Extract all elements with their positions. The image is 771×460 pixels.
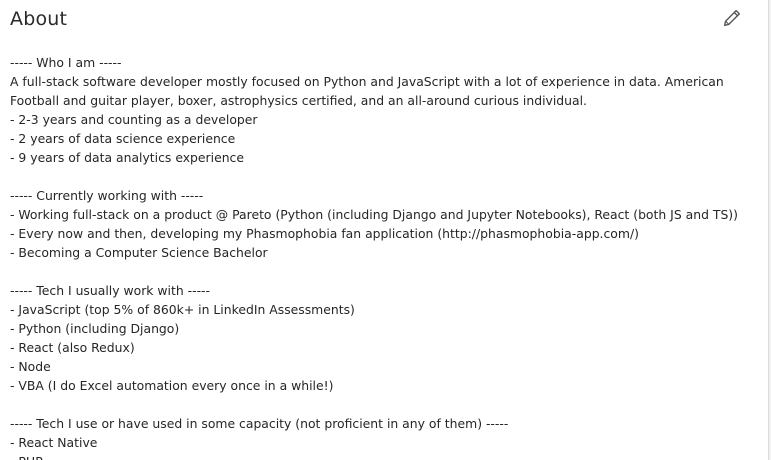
blank-line [10, 262, 756, 281]
content-line: ----- Currently working with ----- [10, 188, 204, 203]
about-header: About [10, 6, 748, 36]
about-content: ----- Who I am ----- A full-stack softwa… [10, 53, 756, 460]
scroll-gutter [769, 0, 771, 460]
content-line: - 2 years of data science experience [10, 131, 236, 146]
content-line: - 9 years of data analytics experience [10, 150, 244, 165]
content-line: - React Native [10, 435, 98, 450]
content-line: - React (also Redux) [10, 340, 135, 355]
content-line: - 2-3 years and counting as a developer [10, 112, 258, 127]
content-line: - Every now and then, developing my Phas… [10, 226, 639, 241]
content-line: ----- Tech I usually work with ----- [10, 283, 210, 298]
blank-line [10, 167, 756, 186]
content-line: - Working full-stack on a product @ Pare… [10, 207, 738, 222]
content-line: Football and guitar player, boxer, astro… [10, 93, 587, 108]
pencil-icon [723, 9, 741, 27]
content-line: - Node [10, 359, 51, 374]
edit-button[interactable] [720, 6, 744, 30]
content-line: - Becoming a Computer Science Bachelor [10, 245, 268, 260]
content-line: A full-stack software developer mostly f… [10, 74, 724, 89]
content-line: - PHP [10, 452, 756, 460]
content-line: - VBA (I do Excel automation every once … [10, 378, 334, 393]
about-title: About [10, 8, 68, 30]
content-line: - JavaScript (top 5% of 860k+ in LinkedI… [10, 302, 355, 317]
content-line: - Python (including Django) [10, 321, 180, 336]
content-line: ----- Who I am ----- [10, 55, 122, 70]
blank-line [10, 395, 756, 414]
content-line: ----- Tech I use or have used in some ca… [10, 416, 509, 431]
